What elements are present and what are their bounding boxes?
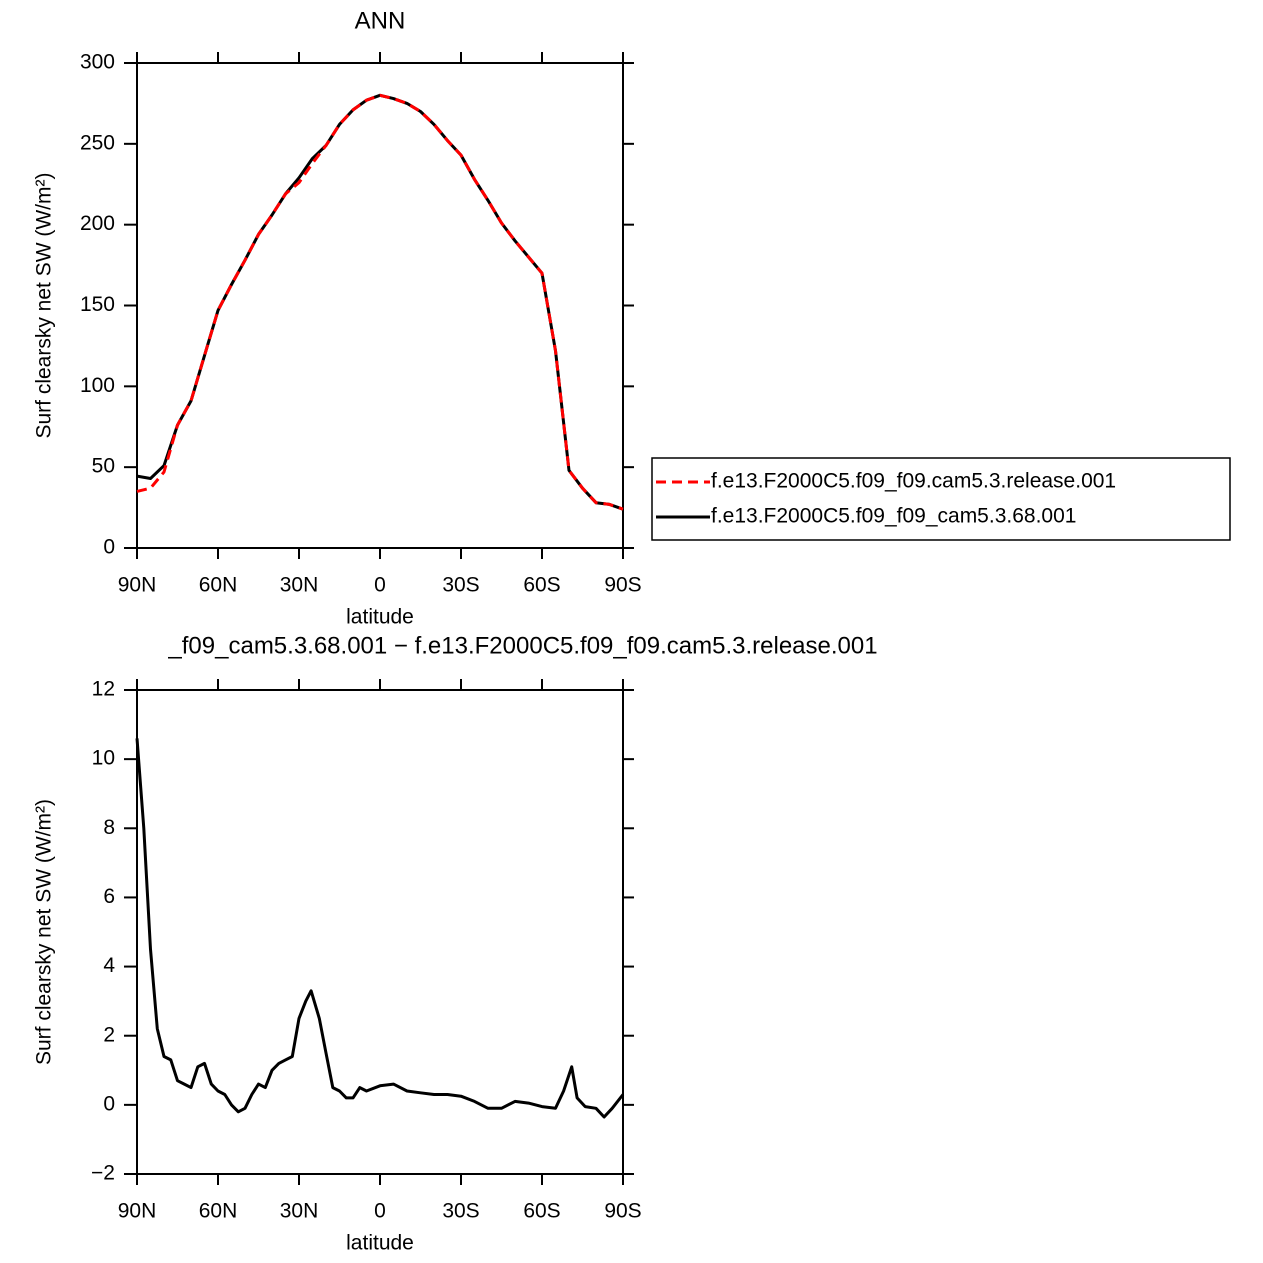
y-tick-label: 250 [80, 131, 115, 154]
x-axis-label: latitude [346, 606, 414, 629]
chart-title: _f09_cam5.3.68.001 − f.e13.F2000C5.f09_f… [167, 632, 877, 659]
x-tick-label: 60S [523, 574, 560, 597]
x-tick-label: 60S [523, 1200, 560, 1223]
x-tick-label: 30N [280, 1200, 319, 1223]
x-axis-label: latitude [346, 1232, 414, 1255]
chart-title: ANN [355, 7, 406, 34]
x-tick-label: 0 [374, 1200, 386, 1223]
y-tick-label: 200 [80, 212, 115, 235]
x-tick-label: 30N [280, 574, 319, 597]
x-tick-label: 90N [118, 1200, 157, 1223]
series-line [136, 93, 624, 511]
y-tick-label: 2 [103, 1023, 115, 1046]
y-tick-label: 0 [103, 1092, 115, 1115]
y-tick-label: 50 [92, 455, 115, 478]
x-tick-label: 60N [199, 1200, 238, 1223]
y-tick-label: 6 [103, 885, 115, 908]
y-tick-label: 8 [103, 816, 115, 839]
x-tick-label: 0 [374, 574, 386, 597]
y-tick-label: 12 [92, 678, 115, 701]
y-tick-label: 4 [103, 954, 115, 977]
y-tick-label: 100 [80, 374, 115, 397]
legend-box [651, 457, 1231, 541]
y-axis-label: Surf clearsky net SW (W/m²) [33, 799, 56, 1065]
x-tick-label: 90S [604, 1200, 641, 1223]
x-tick-label: 60N [199, 574, 238, 597]
plot-frame [136, 689, 624, 1175]
y-axis-label: Surf clearsky net SW (W/m²) [33, 172, 56, 438]
x-tick-label: 90S [604, 574, 641, 597]
y-tick-label: 10 [92, 747, 115, 770]
x-tick-label: 90N [118, 574, 157, 597]
legend-label: f.e13.F2000C5.f09_f09.cam5.3.release.001 [711, 470, 1116, 493]
x-tick-label: 30S [442, 574, 479, 597]
y-tick-label: 150 [80, 293, 115, 316]
series-line [136, 93, 624, 511]
y-tick-label: −2 [91, 1162, 115, 1185]
plot-frame [136, 62, 624, 549]
y-tick-label: 300 [80, 51, 115, 74]
data-line [135, 738, 625, 1119]
legend-label: f.e13.F2000C5.f09_f09_cam5.3.68.001 [711, 505, 1076, 528]
x-tick-label: 30S [442, 1200, 479, 1223]
y-tick-label: 0 [103, 536, 115, 559]
